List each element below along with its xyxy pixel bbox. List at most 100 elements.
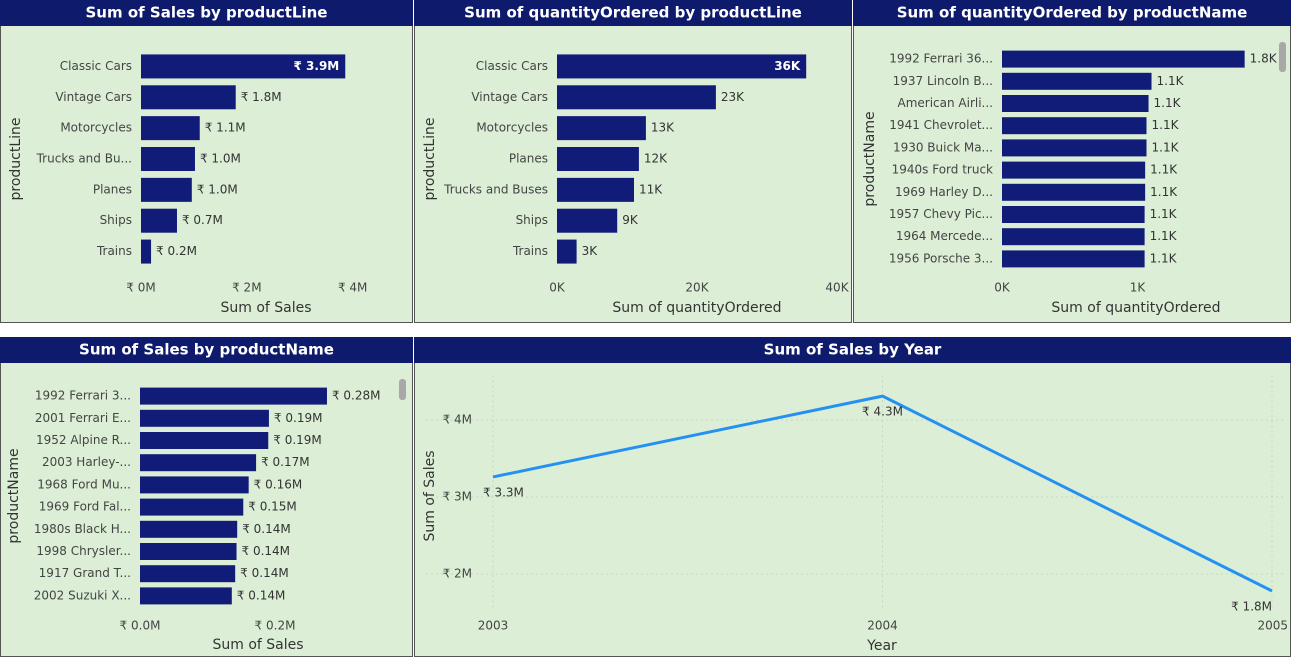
data-label: 1.1K [1150, 229, 1178, 243]
data-label: 11K [639, 182, 663, 196]
data-label: 3K [582, 244, 599, 258]
x-tick-label: ₹ 0M [126, 281, 155, 295]
data-label: 1.8K [1250, 52, 1278, 66]
bar [141, 208, 177, 233]
x-axis-title: Sum of Sales [212, 637, 303, 653]
bar [1002, 95, 1149, 112]
x-tick-label: 0K [549, 281, 566, 295]
data-label: ₹ 0.14M [240, 566, 289, 580]
bar [1002, 250, 1145, 268]
y-tick-label: Classic Cars [60, 59, 132, 73]
y-tick-label: 1940s Ford truck [892, 163, 993, 177]
data-label: 12K [644, 152, 668, 166]
bar [1002, 206, 1145, 223]
bar [140, 587, 232, 605]
y-tick-label: Trains [96, 244, 132, 258]
data-label: ₹ 0.14M [237, 588, 286, 602]
data-label: ₹ 1.0M [197, 182, 238, 196]
y-tick-label: ₹ 4M [443, 412, 472, 426]
data-label: 13K [651, 121, 675, 135]
y-tick-label: 1969 Ford Fal... [39, 500, 131, 514]
data-label: 36K [774, 59, 801, 73]
data-label: ₹ 0.17M [261, 455, 310, 469]
data-label: ₹ 0.15M [248, 500, 297, 514]
bar [557, 239, 577, 264]
y-tick-label: Trucks and Buses [443, 182, 548, 196]
y-tick-label: 1998 Chrysler... [36, 544, 131, 558]
panel [853, 0, 1291, 323]
y-tick-label: 2002 Suzuki X... [34, 588, 131, 602]
bar [557, 177, 634, 202]
y-tick-label: ₹ 2M [443, 567, 472, 581]
y-tick-label: 2001 Ferrari E... [35, 411, 131, 425]
bar [140, 409, 269, 427]
y-tick-label: 2003 Harley-... [42, 455, 131, 469]
bar [141, 177, 192, 202]
bar [1002, 72, 1152, 90]
y-tick-label: Trucks and Bu... [36, 152, 132, 166]
y-tick-label: 1956 Porsche 3... [889, 251, 993, 265]
panel [0, 0, 413, 323]
data-label: ₹ 1.8M [1231, 599, 1272, 613]
y-tick-label: American Airli... [897, 96, 993, 110]
x-tick-label: 40K [825, 281, 849, 295]
bar [557, 147, 639, 171]
y-tick-label: 1969 Harley D... [895, 185, 993, 199]
y-tick-label: Classic Cars [476, 59, 548, 73]
y-tick-label: Motorcycles [60, 121, 132, 135]
y-tick-label: 1964 Mercede... [896, 229, 993, 243]
scrollbar [399, 379, 406, 400]
y-axis-title: productName [862, 111, 878, 206]
data-label: ₹ 0.14M [242, 522, 291, 536]
panel-header [0, 0, 413, 26]
data-label: 9K [622, 213, 639, 227]
bar [141, 54, 346, 79]
y-tick-label: 1980s Black H... [34, 522, 131, 536]
data-label: 23K [721, 90, 745, 104]
y-tick-label: 1992 Ferrari 36... [889, 52, 993, 66]
chart-title: Sum of Sales by Year [764, 341, 942, 359]
bar [557, 208, 618, 233]
panel-header [0, 337, 413, 363]
y-tick-label: 1952 Alpine R... [36, 433, 131, 447]
bar [1002, 139, 1147, 157]
chart-title: Sum of quantityOrdered by productName [897, 4, 1248, 22]
scrollbar [1279, 42, 1286, 72]
y-tick-label: Planes [509, 152, 548, 166]
y-tick-label: 1957 Chevy Pic... [889, 207, 993, 221]
data-label: 1.1K [1154, 96, 1182, 110]
y-axis-title: productLine [8, 117, 24, 200]
y-tick-label: Motorcycles [476, 121, 548, 135]
data-label: ₹ 0.7M [182, 213, 223, 227]
y-axis-title: Sum of Sales [422, 450, 438, 541]
y-axis-title: productLine [422, 117, 438, 200]
bar [1002, 117, 1147, 135]
data-label: ₹ 0.2M [156, 244, 197, 258]
x-axis-title: Sum of quantityOrdered [1051, 300, 1220, 316]
bar [1002, 50, 1245, 68]
y-tick-label: 1937 Lincoln B... [893, 74, 993, 88]
data-label: 1.1K [1150, 207, 1178, 221]
bar [140, 498, 244, 516]
bar [557, 54, 807, 79]
panel-header [414, 337, 1291, 363]
x-tick-label: 1K [1130, 281, 1147, 295]
bar [141, 147, 195, 171]
data-label: 1.1K [1157, 74, 1185, 88]
bar [140, 476, 249, 494]
bar [141, 85, 236, 110]
bar [557, 116, 646, 141]
data-label: 1.1K [1150, 163, 1178, 177]
x-tick-label: ₹ 4M [338, 281, 367, 295]
bar [140, 565, 236, 583]
bar [557, 85, 716, 110]
y-tick-label: Trains [512, 244, 548, 258]
bar [140, 432, 269, 449]
y-tick-label: 1941 Chevrolet... [889, 118, 993, 132]
x-tick-label: 0K [994, 281, 1011, 295]
data-label: ₹ 0.19M [274, 411, 323, 425]
data-label: ₹ 1.1M [205, 121, 246, 135]
chart-title: Sum of Sales by productName [79, 341, 334, 359]
data-label: ₹ 1.8M [241, 90, 282, 104]
